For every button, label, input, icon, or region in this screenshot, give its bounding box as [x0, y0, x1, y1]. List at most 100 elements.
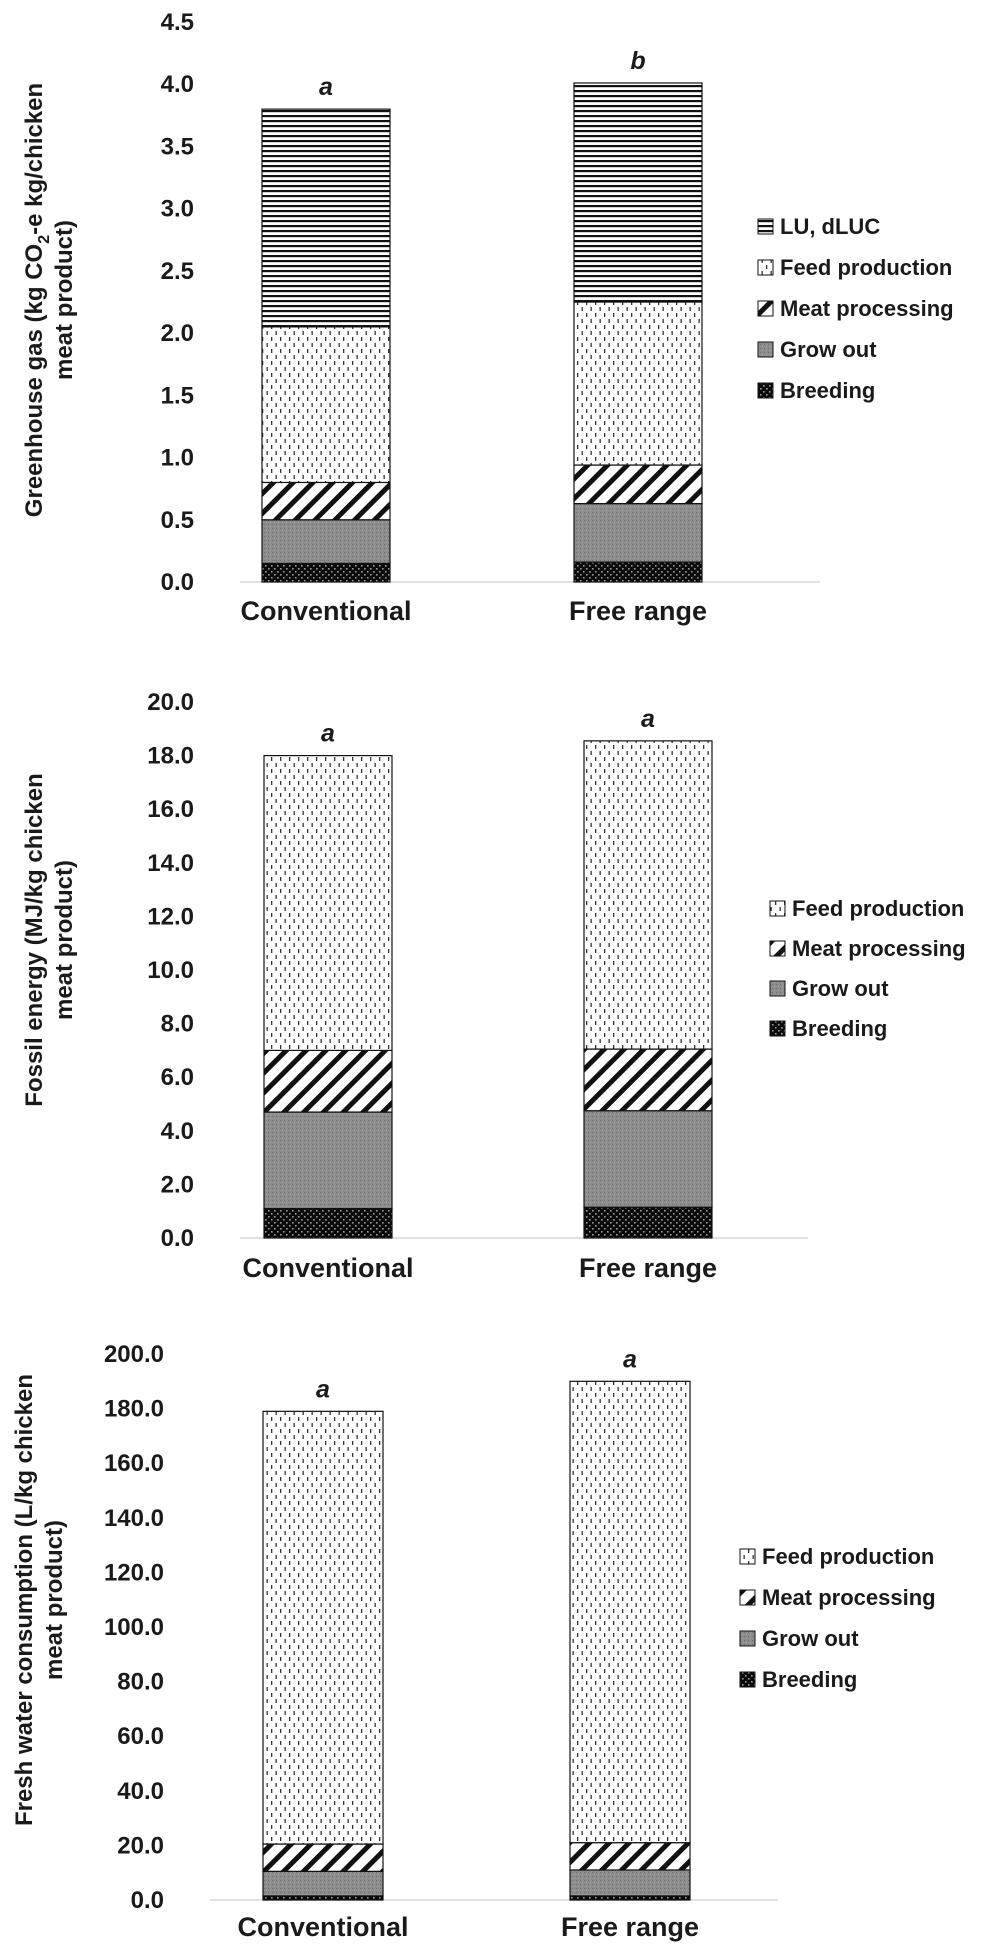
y-tick-label: 140.0 — [104, 1505, 164, 1532]
legend-swatch-breeding — [769, 1020, 786, 1037]
y-tick-label: 2.0 — [161, 1171, 194, 1198]
y-tick-label: 200.0 — [104, 1341, 164, 1368]
legend-swatch-grow-out — [739, 1630, 756, 1647]
legend-label-grow-out: Grow out — [780, 337, 877, 362]
bar-segment-grow-out — [263, 1111, 393, 1210]
bar-segment-breeding — [573, 561, 703, 583]
legend-swatch-feed-production — [739, 1548, 756, 1565]
y-tick-label: 4.0 — [161, 71, 194, 98]
legend-swatch-breeding — [739, 1671, 756, 1688]
bar-segment-meat-processing — [262, 1843, 384, 1872]
significance-letter: a — [641, 705, 655, 733]
legend-label-lu-dluc: LU, dLUC — [780, 214, 880, 239]
legend-swatch-grow-out — [757, 341, 774, 358]
legend-label-grow-out: Grow out — [792, 976, 889, 1001]
category-label: Free range — [569, 596, 707, 626]
y-tick-label: 3.5 — [161, 133, 194, 160]
legend-label-grow-out: Grow out — [762, 1626, 859, 1651]
bar-segment-grow-out — [573, 503, 703, 563]
y-tick-label: 20.0 — [117, 1832, 164, 1859]
legend-label-breeding: Breeding — [780, 378, 875, 403]
y-axis-label: Fossil energy (MJ/kg chicken meat product… — [21, 773, 78, 1106]
y-tick-label: 4.0 — [161, 1118, 194, 1145]
y-tick-label: 20.0 — [147, 689, 194, 716]
bar-segment-meat-processing — [569, 1842, 691, 1871]
bar-segment-meat-processing — [261, 481, 391, 521]
y-tick-label: 160.0 — [104, 1450, 164, 1477]
legend-swatch-meat-processing — [739, 1589, 756, 1606]
bar-segment-grow-out — [569, 1869, 691, 1897]
chart-fossil-energy: 0.0 2.0 4.0 6.0 8.0 10.0 12.0 14.0 16.0 18.0 20.0 F… — [0, 660, 992, 1300]
bar-segment-feed-production — [261, 326, 391, 484]
legend-swatch-feed-production — [769, 900, 786, 917]
bar-segment-feed-production — [262, 1410, 384, 1845]
legend-label-meat-processing: Meat processing — [792, 936, 966, 961]
y-tick-label: 10.0 — [147, 957, 194, 984]
y-tick-label: 80.0 — [117, 1669, 164, 1696]
category-label: Conventional — [240, 596, 411, 626]
bar-segment-breeding — [261, 562, 391, 583]
chart-fresh-water: 0.0 20.0 40.0 60.0 80.0 100.0 120.0 140.0 160.0 1… — [0, 1320, 992, 1958]
legend-label-breeding: Breeding — [792, 1016, 887, 1041]
y-tick-label: 12.0 — [147, 903, 194, 930]
legend-swatch-feed-production — [757, 259, 774, 276]
bar-segment-lu-dluc — [261, 108, 391, 328]
y-tick-label: 100.0 — [104, 1614, 164, 1641]
legend-swatch-grow-out — [769, 980, 786, 997]
y-tick-label: 0.0 — [131, 1887, 164, 1914]
y-tick-label: 60.0 — [117, 1723, 164, 1750]
category-label: Free range — [579, 1253, 717, 1283]
y-tick-label: 0.0 — [161, 569, 194, 596]
legend-label-meat-processing: Meat processing — [762, 1585, 936, 1610]
legend-label-breeding: Breeding — [762, 1667, 857, 1692]
bar-segment-meat-processing — [263, 1049, 393, 1113]
y-axis-label: Greenhouse gas (kg CO2-e kg/chickenmeat … — [21, 83, 78, 517]
legend-swatch-breeding — [757, 382, 774, 399]
bar-segment-grow-out — [583, 1110, 713, 1208]
y-tick-label: 14.0 — [147, 850, 194, 877]
significance-letter: a — [623, 1345, 637, 1373]
y-tick-label: 18.0 — [147, 743, 194, 770]
significance-letter: a — [316, 1375, 330, 1403]
bar-segment-breeding — [262, 1895, 384, 1901]
legend-swatch-meat-processing — [769, 940, 786, 957]
category-label: Conventional — [242, 1253, 413, 1283]
y-tick-label: 4.5 — [161, 9, 194, 36]
legend-label-feed-production: Feed production — [780, 255, 952, 280]
bar-segment-breeding — [263, 1207, 393, 1239]
bar-segment-feed-production — [573, 301, 703, 466]
y-tick-label: 0.5 — [161, 507, 194, 534]
significance-letter: b — [630, 47, 645, 75]
y-tick-label: 1.5 — [161, 382, 194, 409]
y-tick-label: 180.0 — [104, 1396, 164, 1423]
category-label: Conventional — [237, 1912, 408, 1942]
y-axis-label: Fresh water consumption (L/kg chicken mea… — [11, 1374, 68, 1826]
y-tick-label: 6.0 — [161, 1064, 194, 1091]
bar-segment-grow-out — [262, 1870, 384, 1897]
y-tick-label: 120.0 — [104, 1559, 164, 1586]
bar-segment-lu-dluc — [573, 82, 703, 303]
bar-segment-feed-production — [583, 740, 713, 1050]
chart-fossil-energy-svg: 0.0 2.0 4.0 6.0 8.0 10.0 12.0 14.0 16.0 18.0 20.0 F… — [21, 689, 966, 1283]
legend-label-feed-production: Feed production — [762, 1544, 934, 1569]
bar-segment-breeding — [583, 1206, 713, 1239]
chart-greenhouse-gas: 0.0 0.5 1.0 1.5 2.0 2.5 3.0 3.5 4.0 4.5 Greenhouse… — [0, 0, 992, 640]
bar-segment-feed-production — [263, 754, 393, 1051]
y-tick-label: 8.0 — [161, 1011, 194, 1038]
bar-segment-feed-production — [569, 1380, 691, 1844]
y-tick-label: 2.0 — [161, 320, 194, 347]
y-tick-label: 40.0 — [117, 1778, 164, 1805]
y-tick-label: 0.0 — [161, 1225, 194, 1252]
legend-swatch-lu-dluc — [757, 218, 774, 235]
chart-fresh-water-svg: 0.0 20.0 40.0 60.0 80.0 100.0 120.0 140.0 160.0 1… — [11, 1341, 936, 1942]
y-tick-label: 16.0 — [147, 796, 194, 823]
significance-letter: a — [319, 73, 333, 101]
legend-label-meat-processing: Meat processing — [780, 296, 954, 321]
significance-letter: a — [321, 720, 335, 748]
y-tick-label: 3.0 — [161, 196, 194, 223]
chart-greenhouse-gas-svg: 0.0 0.5 1.0 1.5 2.0 2.5 3.0 3.5 4.0 4.5 Greenhouse… — [21, 9, 954, 626]
y-tick-label: 1.0 — [161, 445, 194, 472]
y-tick-label: 2.5 — [161, 258, 194, 285]
bar-segment-meat-processing — [583, 1048, 713, 1112]
bar-segment-breeding — [569, 1895, 691, 1901]
